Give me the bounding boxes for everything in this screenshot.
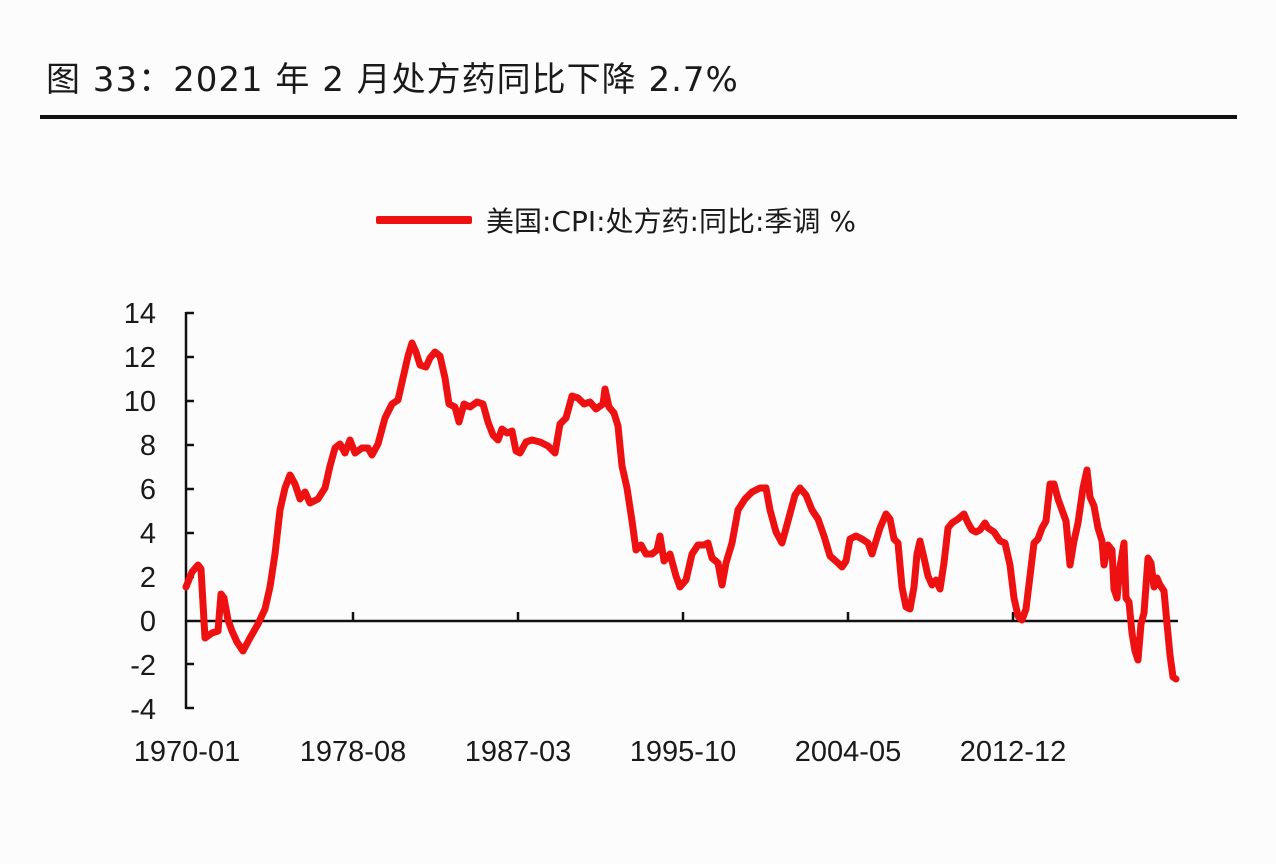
series-line-prescription-cpi [182,339,1180,683]
y-tick-label: 6 [140,474,156,506]
x-tick-label: 2012-12 [960,736,1066,768]
x-tick-label: 1987-03 [465,736,571,768]
y-tick-labels: 14 12 10 8 6 4 2 0 -2 -4 [124,298,156,726]
y-axis [184,311,194,710]
y-tick-label: -2 [130,650,156,682]
x-axis [186,612,1178,623]
x-tick-label: 2004-05 [795,736,901,768]
legend-swatch [376,216,472,224]
title-divider [40,115,1237,119]
legend-label: 美国:CPI:处方药:同比:季调 % [486,205,856,238]
y-tick-label: 0 [140,606,156,638]
x-tick-label: 1970-01 [134,736,240,768]
chart-legend: 美国:CPI:处方药:同比:季调 % [376,198,856,242]
y-tick-label: 12 [124,342,156,374]
y-tick-label: 14 [124,298,156,330]
y-tick-label: 2 [140,562,156,594]
y-tick-label: 10 [124,386,156,418]
x-tick-labels: 1970-01 1978-08 1987-03 1995-10 2004-05 … [134,736,1066,768]
y-tick-label: -4 [130,694,156,726]
x-tick-label: 1995-10 [630,736,736,768]
x-tick-label: 1978-08 [300,736,406,768]
y-tick-label: 8 [140,430,156,462]
y-tick-label: 4 [140,518,156,550]
figure-title: 图 33：2021 年 2 月处方药同比下降 2.7% [46,60,739,100]
